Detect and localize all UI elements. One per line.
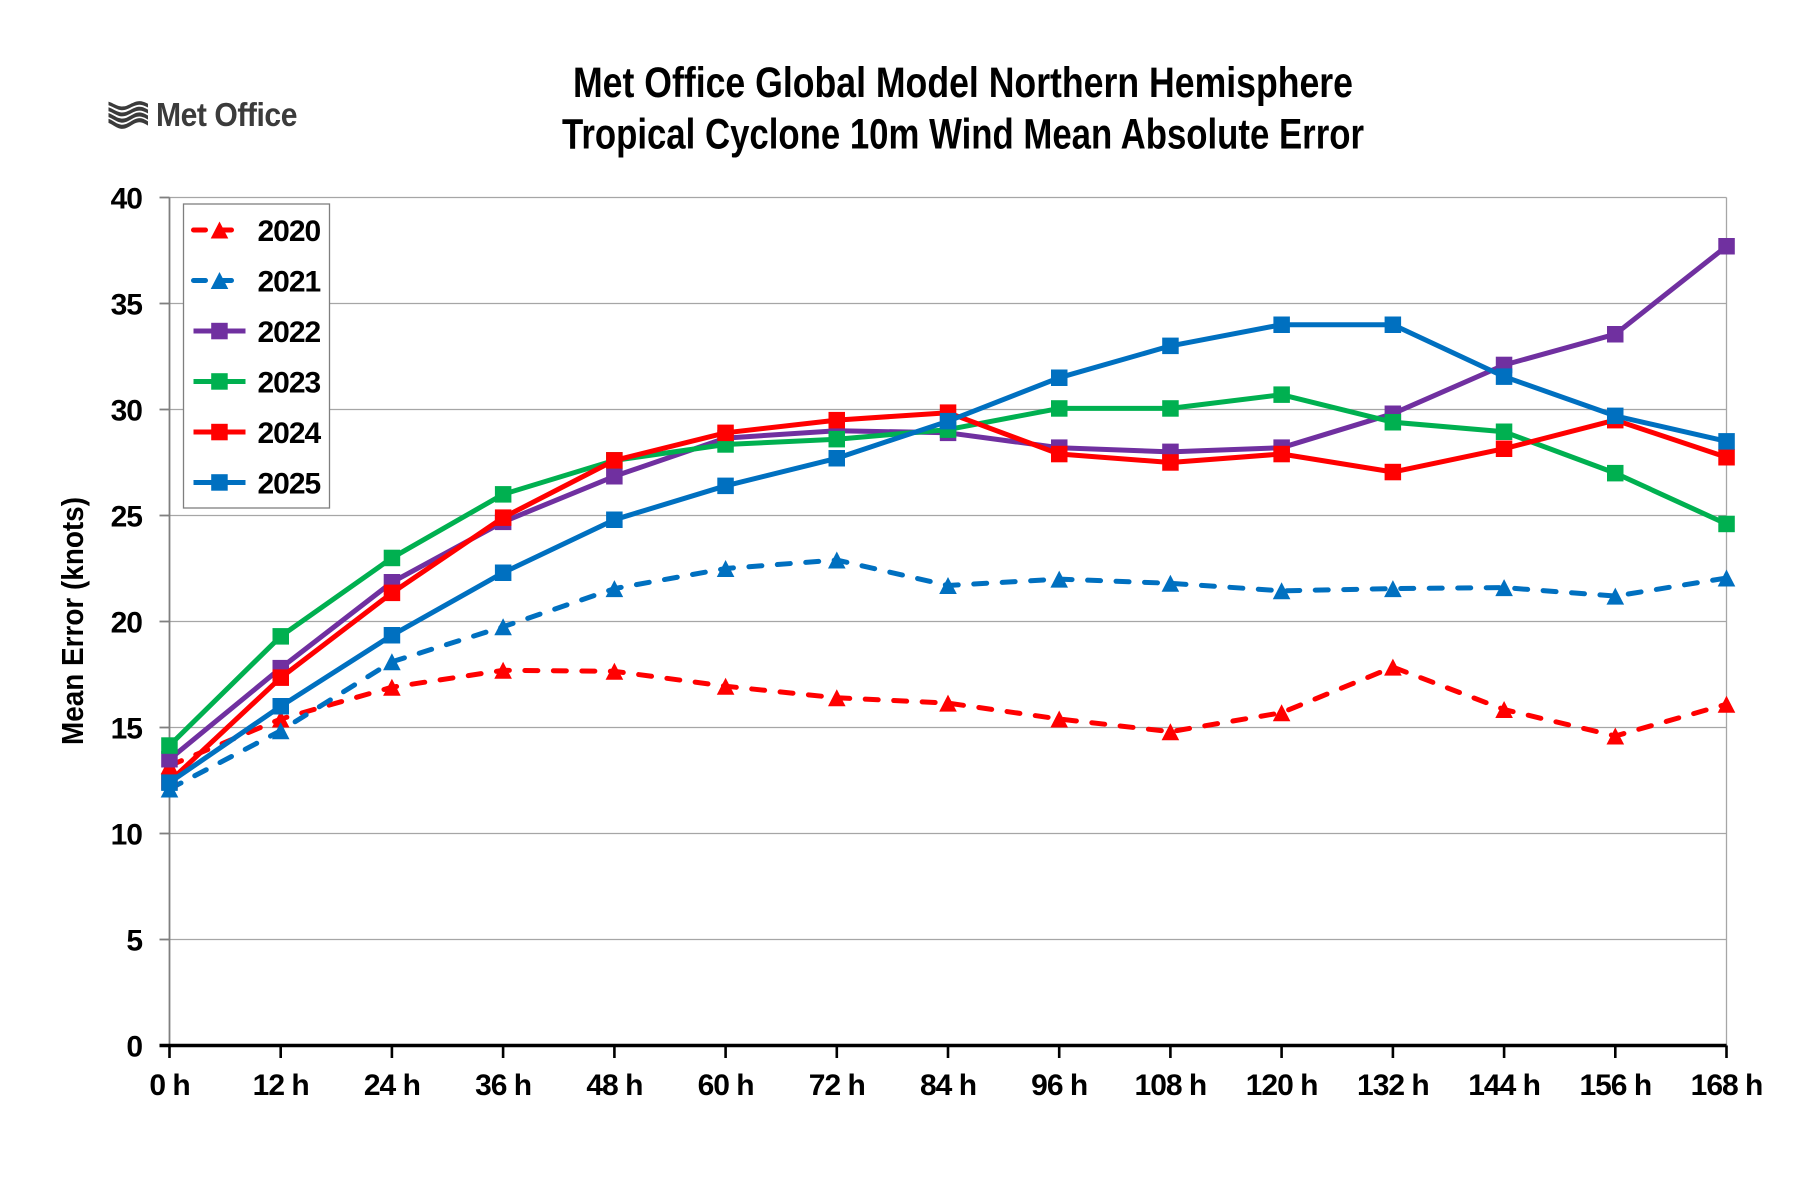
- svg-text:144 h: 144 h: [1468, 1069, 1540, 1102]
- svg-text:40: 40: [111, 183, 143, 216]
- svg-text:48 h: 48 h: [586, 1069, 642, 1102]
- svg-text:0: 0: [126, 1031, 142, 1064]
- svg-text:Mean Error (knots): Mean Error (knots): [55, 497, 90, 745]
- svg-text:15: 15: [111, 713, 143, 746]
- svg-text:2020: 2020: [258, 215, 321, 248]
- svg-text:2023: 2023: [258, 367, 321, 400]
- svg-text:12 h: 12 h: [253, 1069, 309, 1102]
- svg-text:36 h: 36 h: [475, 1069, 531, 1102]
- svg-text:2025: 2025: [258, 468, 321, 501]
- svg-text:108 h: 108 h: [1135, 1069, 1207, 1102]
- svg-text:84 h: 84 h: [920, 1069, 976, 1102]
- svg-text:35: 35: [111, 289, 143, 322]
- svg-text:156 h: 156 h: [1579, 1069, 1651, 1102]
- svg-text:2021: 2021: [258, 266, 321, 299]
- svg-text:20: 20: [111, 607, 143, 640]
- svg-text:24 h: 24 h: [364, 1069, 420, 1102]
- svg-text:168 h: 168 h: [1691, 1069, 1763, 1102]
- svg-text:72 h: 72 h: [809, 1069, 865, 1102]
- svg-text:2024: 2024: [258, 417, 322, 450]
- svg-text:Met Office Global Model Northe: Met Office Global Model Northern Hemisph…: [573, 59, 1353, 107]
- svg-text:0 h: 0 h: [149, 1069, 189, 1102]
- svg-text:2022: 2022: [258, 316, 321, 349]
- svg-text:5: 5: [126, 925, 142, 958]
- svg-text:132 h: 132 h: [1357, 1069, 1429, 1102]
- svg-text:30: 30: [111, 395, 143, 428]
- svg-text:Tropical Cyclone 10m Wind Mean: Tropical Cyclone 10m Wind Mean Absolute …: [562, 111, 1364, 159]
- svg-text:Met Office: Met Office: [156, 96, 297, 133]
- svg-text:10: 10: [111, 819, 143, 852]
- svg-text:120 h: 120 h: [1246, 1069, 1318, 1102]
- svg-text:96 h: 96 h: [1031, 1069, 1087, 1102]
- svg-text:25: 25: [111, 501, 143, 534]
- svg-text:60 h: 60 h: [698, 1069, 754, 1102]
